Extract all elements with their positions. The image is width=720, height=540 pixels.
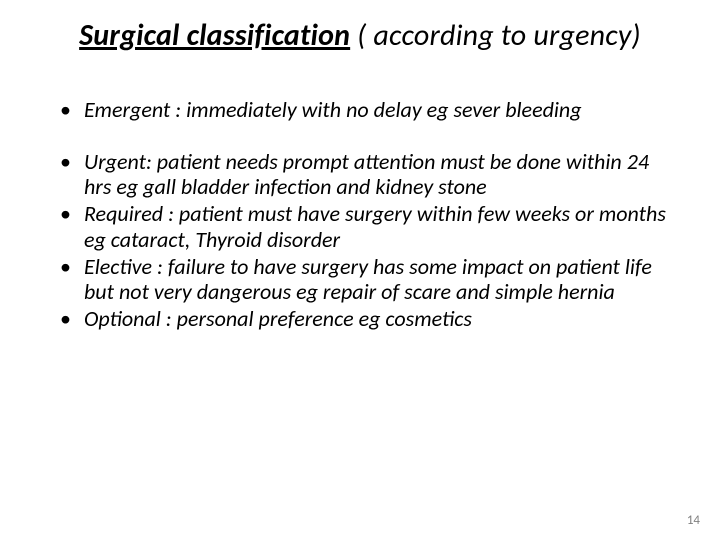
- spacer: [52, 125, 668, 149]
- slide: Surgical classification ( according to u…: [0, 0, 720, 540]
- list-item: Elective : failure to have surgery has s…: [58, 254, 668, 305]
- list-item: Optional : personal preference eg cosmet…: [58, 306, 668, 331]
- list-item: Urgent: patient needs prompt attention m…: [58, 149, 668, 200]
- list-item: Required : patient must have surgery wit…: [58, 201, 668, 252]
- title-rest: ( according to urgency): [350, 17, 641, 54]
- page-number: 14: [687, 513, 700, 528]
- page-title: Surgical classification ( according to u…: [52, 18, 668, 53]
- bullet-list: Urgent: patient needs prompt attention m…: [52, 149, 668, 332]
- list-item: Emergent : immediately with no delay eg …: [58, 97, 668, 122]
- title-strong: Surgical classification: [79, 17, 350, 54]
- bullet-list: Emergent : immediately with no delay eg …: [52, 97, 668, 122]
